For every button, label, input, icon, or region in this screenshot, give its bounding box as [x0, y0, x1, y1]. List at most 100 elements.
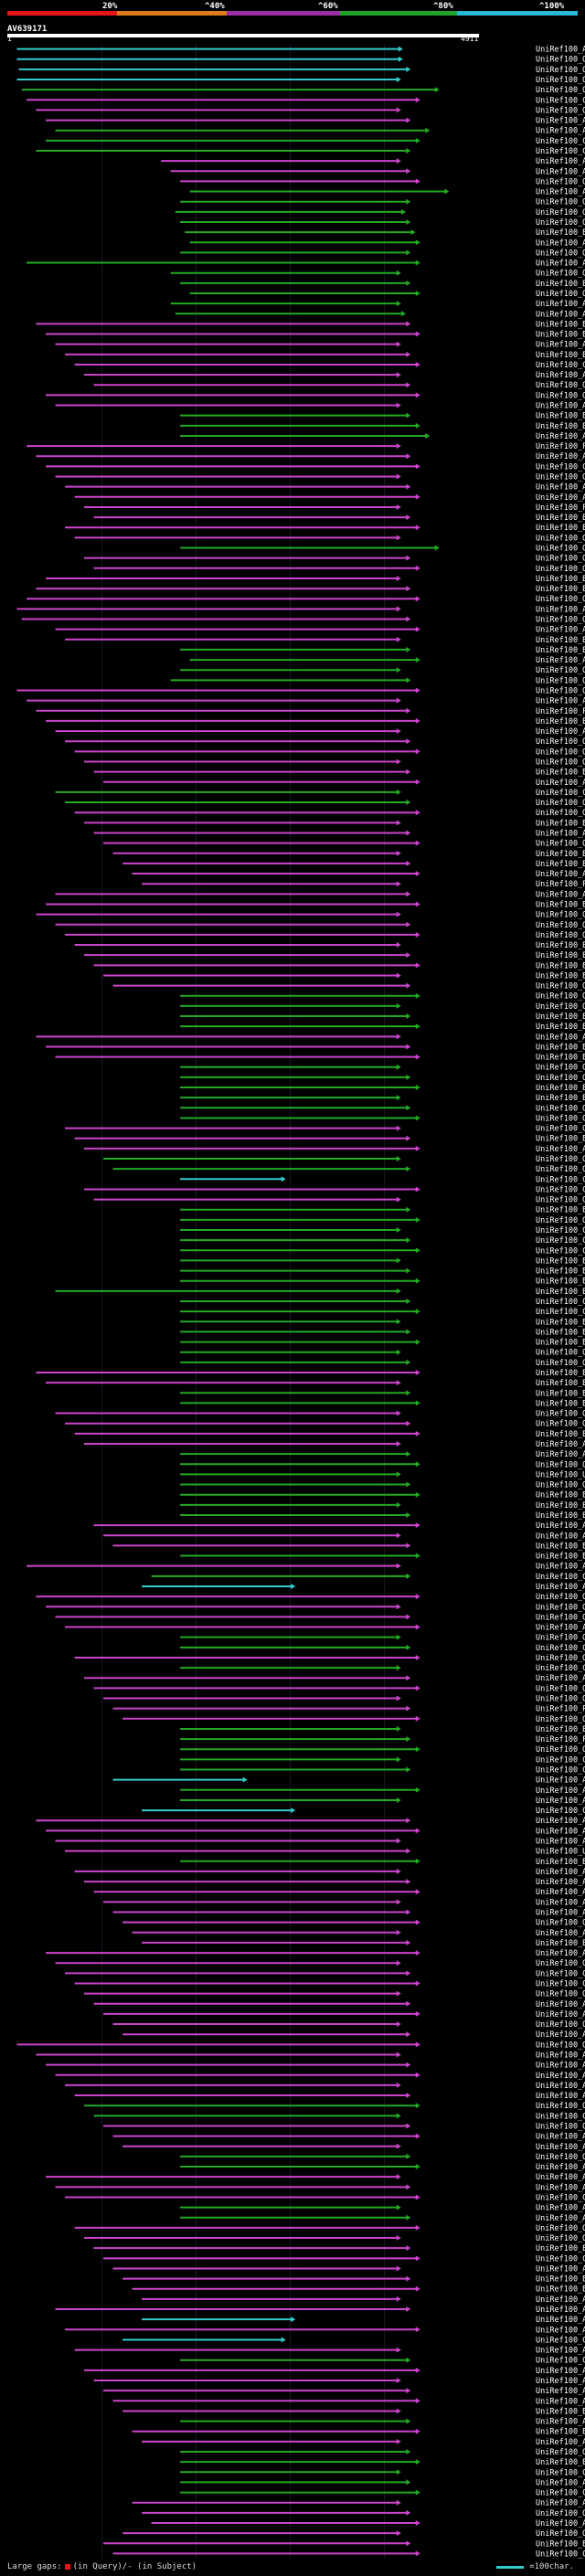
hit-label[interactable]: UniRef100_A9SAM1 — [536, 239, 585, 248]
hit-label[interactable]: UniRef100_C1KX04 — [536, 2193, 585, 2202]
hit-label[interactable]: UniRef100_Q5JPM1 — [536, 1654, 585, 1663]
hit-label[interactable]: UniRef100_A8ISS0 — [536, 46, 585, 55]
hit-label[interactable]: UniRef100_B9SR76 — [536, 1939, 585, 1948]
hit-label[interactable]: UniRef100_A2Z8C4 — [536, 697, 585, 706]
hit-label[interactable]: UniRef100_Q7X4C6 — [536, 676, 585, 685]
hit-label[interactable]: UniRef100_Q0LLX6 — [536, 2224, 585, 2233]
hit-label[interactable]: UniRef100_Q75VZ0 — [536, 290, 585, 299]
hit-label[interactable]: UniRef100_B8BFC0 — [536, 1858, 585, 1867]
hit-label[interactable]: UniRef100_Q2Q9Q4 — [536, 1695, 585, 1704]
hit-label[interactable]: UniRef100_A2SY42 — [536, 2143, 585, 2152]
hit-label[interactable]: UniRef100_B9MLR2 — [536, 2539, 585, 2549]
hit-label[interactable]: UniRef100_Q0WR83 — [536, 921, 585, 930]
hit-label[interactable]: UniRef100_B6SY20 — [536, 860, 585, 869]
hit-label[interactable]: UniRef100_Q2V0R9 — [536, 2234, 585, 2243]
hit-label[interactable]: UniRef100_C1MPB0 — [536, 2336, 585, 2345]
hit-label[interactable]: UniRef100_A2RP13 — [536, 2499, 585, 2508]
hit-label[interactable]: UniRef100_Q9FWU4 — [536, 1460, 585, 1469]
hit-label[interactable]: UniRef100_Q43485 — [536, 555, 585, 564]
hit-label[interactable]: UniRef100_A0Q25Z — [536, 483, 585, 493]
hit-label[interactable]: UniRef100_Q41039 — [536, 686, 585, 695]
hit-label[interactable]: UniRef100_A7PD75 — [536, 1878, 585, 1887]
hit-label[interactable]: UniRef100_Q2Z3D3 — [536, 1715, 585, 1724]
hit-label[interactable]: UniRef100_A2SY37 — [536, 2295, 585, 2305]
hit-label[interactable]: UniRef100_Q7RLK9 — [536, 177, 585, 186]
hit-label[interactable]: UniRef100_C4Y0J3 — [536, 361, 585, 370]
hit-label[interactable]: UniRef100_B9MMN0 — [536, 2428, 585, 2437]
hit-label[interactable]: UniRef100_Q43382 — [536, 1114, 585, 1123]
hit-label[interactable]: UniRef100_Q75VY9 — [536, 2448, 585, 2457]
hit-label[interactable]: UniRef100_B5KV37 — [536, 2244, 585, 2253]
hit-label[interactable]: UniRef100_A1RY05 — [536, 779, 585, 788]
hit-label[interactable]: UniRef100_A4UBF4 — [536, 1563, 585, 1572]
hit-label[interactable]: UniRef100_Q2TLM8 — [536, 270, 585, 279]
hit-label[interactable]: UniRef100_A5NE10 — [536, 656, 585, 665]
hit-label[interactable]: UniRef100_A4QP18 — [536, 188, 585, 197]
hit-label[interactable]: UniRef100_B6SZ37 — [536, 320, 585, 329]
hit-label[interactable]: UniRef100_C5XLW5 — [536, 1807, 585, 1816]
hit-label[interactable]: UniRef100_Q58BM9 — [536, 391, 585, 400]
hit-label[interactable]: UniRef100_Q8VXK6 — [536, 1074, 585, 1083]
hit-label[interactable]: UniRef100_C4FWP6 — [536, 1969, 585, 1978]
hit-label[interactable]: UniRef100_A9PE75 — [536, 1909, 585, 1918]
hit-label[interactable]: UniRef100_B3VV83 — [536, 961, 585, 970]
hit-label[interactable]: UniRef100_Q8LCD4 — [536, 1603, 585, 1612]
hit-label[interactable]: UniRef100_A4QPN9 — [536, 2163, 585, 2172]
hit-label[interactable]: UniRef100_A9RU32 — [536, 402, 585, 411]
hit-label[interactable]: UniRef100_Q6QVJ7 — [536, 1216, 585, 1225]
hit-label[interactable]: UniRef100_Q75VY4 — [536, 66, 585, 75]
hit-label[interactable]: UniRef100_A7L8R7 — [536, 452, 585, 461]
hit-label[interactable]: UniRef100_C1E2V4 — [536, 2254, 585, 2263]
hit-label[interactable]: UniRef100_Q84Y02 — [536, 56, 585, 65]
hit-label[interactable]: UniRef100_C0PSQ8 — [536, 1246, 585, 1256]
hit-label[interactable]: UniRef100_Q02071 — [536, 1684, 585, 1693]
hit-label[interactable]: UniRef100_A9RSD4 — [536, 605, 585, 614]
hit-label[interactable]: UniRef100_A9PSU3 — [536, 870, 585, 879]
hit-label[interactable]: UniRef100_Q63YB3 — [536, 758, 585, 767]
hit-label[interactable]: UniRef100_B6SVV9 — [536, 1023, 585, 1032]
hit-label[interactable]: UniRef100_A9T2F8 — [536, 2082, 585, 2091]
hit-label[interactable]: UniRef100_A9T3X6 — [536, 2326, 585, 2335]
hit-label[interactable]: UniRef100_A9TV02 — [536, 167, 585, 176]
hit-label[interactable]: UniRef100_Q75VY8 — [536, 2153, 585, 2162]
hit-label[interactable]: UniRef100_A9PIX4 — [536, 829, 585, 838]
hit-label[interactable]: UniRef100_C1FD84 — [536, 1979, 585, 1988]
hit-label[interactable]: UniRef100_B6TQ07 — [536, 331, 585, 340]
hit-label[interactable]: UniRef100_Q41791 — [536, 545, 585, 554]
hit-label[interactable]: UniRef100_Q9SBN0 — [536, 106, 585, 115]
hit-label[interactable]: UniRef100_A4QPK1 — [536, 2092, 585, 2101]
hit-label[interactable]: UniRef100_C3UVR9 — [536, 1236, 585, 1246]
hit-label[interactable]: UniRef100_C3XHT1 — [536, 1185, 585, 1194]
hit-label[interactable]: UniRef100_Q1WLW1 — [536, 76, 585, 85]
hit-label[interactable]: UniRef100_Q0W748 — [536, 1990, 585, 1999]
hit-label[interactable]: UniRef100_C6TEX2 — [536, 1766, 585, 1776]
hit-label[interactable]: UniRef100_B4FDT8 — [536, 2458, 585, 2467]
hit-label[interactable]: UniRef100_B8AJ38 — [536, 585, 585, 594]
hit-label[interactable]: UniRef100_A9NW10 — [536, 157, 585, 166]
hit-label[interactable]: UniRef100_A2SY12 — [536, 2183, 585, 2192]
hit-label[interactable]: UniRef100_C1MUH0 — [536, 2468, 585, 2477]
hit-label[interactable]: UniRef100_Q8WNT1 — [536, 1613, 585, 1622]
hit-label[interactable]: UniRef100_C1FD94 — [536, 137, 585, 146]
hit-label[interactable]: UniRef100_A9NZH6 — [536, 2133, 585, 2142]
hit-label[interactable]: UniRef100_Q41038 — [536, 1125, 585, 1134]
hit-label[interactable]: UniRef100_B3VV74 — [536, 971, 585, 981]
hit-label[interactable]: UniRef100_A5BBC1 — [536, 1033, 585, 1042]
hit-label[interactable]: UniRef100_B6DZ11 — [536, 1206, 585, 1215]
hit-label[interactable]: UniRef100_B9GML1 — [536, 850, 585, 859]
hit-label[interactable]: UniRef100_B6DZ05 — [536, 1277, 585, 1287]
hit-label[interactable]: UniRef100_Q8S639 — [536, 208, 585, 217]
hit-label[interactable]: UniRef100_C6TL11 — [536, 789, 585, 798]
hit-label[interactable]: UniRef100_C1H3K1 — [536, 2549, 585, 2559]
hit-label[interactable]: UniRef100_A8HS38 — [536, 2478, 585, 2487]
hit-label[interactable]: UniRef100_A4A174 — [536, 2062, 585, 2071]
hit-label[interactable]: UniRef100_B7FM03 — [536, 2407, 585, 2416]
hit-label[interactable]: UniRef100_C6TLU9 — [536, 1664, 585, 1673]
hit-label[interactable]: UniRef100_A9LCR7 — [536, 1624, 585, 1633]
hit-label[interactable]: UniRef100_A9FMB6 — [536, 1440, 585, 1449]
hit-label[interactable]: UniRef100_A9TZR3 — [536, 2214, 585, 2223]
hit-label[interactable]: UniRef100_B5KV22 — [536, 2275, 585, 2284]
hit-label[interactable]: UniRef100_A4BT82 — [536, 1786, 585, 1796]
hit-label[interactable]: UniRef100_B9RVG2 — [536, 280, 585, 289]
hit-label[interactable]: UniRef100_B9DFW4 — [536, 228, 585, 238]
